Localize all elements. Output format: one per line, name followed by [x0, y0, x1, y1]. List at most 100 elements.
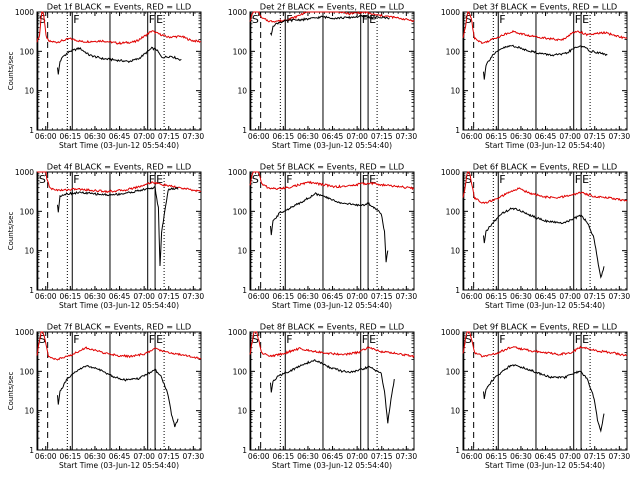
x-tick-label: 06:00 [35, 452, 57, 461]
plot-frame [462, 171, 628, 291]
plot-frame [462, 11, 628, 131]
y-tick-label: 1000 [15, 168, 34, 177]
y-tick-label: 100 [233, 47, 248, 56]
panel-det-8f: Det 8f BLACK = Events, RED = LLD 1 10 100 10… [228, 322, 417, 471]
panel-det-7f: Det 7f BLACK = Events, RED = LLD 1 10 100 10… [7, 322, 204, 471]
time-marker-label: E [582, 333, 589, 346]
y-tick-label: 10 [24, 247, 34, 256]
x-tick-label: 07:00 [133, 132, 155, 141]
events-series-line [270, 192, 389, 263]
x-tick-label: 06:15 [60, 132, 82, 141]
lld-series-line [249, 331, 415, 359]
x-tick-label: 07:30 [183, 452, 205, 461]
time-marker-label: F [362, 173, 368, 186]
x-tick-label: 07:00 [559, 452, 581, 461]
panel-det-1f: Det 1f BLACK = Events, RED = LLD 1 10 100 10… [7, 2, 204, 151]
time-marker-label: E [156, 173, 163, 186]
y-tick-label: 100 [20, 207, 35, 216]
panel-det-3f: Det 3f BLACK = Events, RED = LLD 1 10 100 10… [441, 2, 630, 151]
x-axis-label: Start Time (03-Jun-12 05:54:40) [59, 461, 179, 470]
y-tick-label: 100 [20, 47, 35, 56]
time-marker-label: E [369, 13, 376, 26]
plot-title: Det 7f BLACK = Events, RED = LLD [47, 322, 191, 332]
x-axis-label: Start Time (03-Jun-12 05:54:40) [272, 461, 392, 470]
time-marker-label: E [582, 173, 589, 186]
x-tick-label: 07:30 [183, 292, 205, 301]
events-series-line [57, 46, 182, 75]
time-marker-label: S [465, 173, 472, 186]
time-marker-label: S [252, 333, 259, 346]
x-tick-label: 06:30 [510, 292, 532, 301]
y-tick-label: 1 [242, 446, 247, 455]
panel-det-9f: Det 9f BLACK = Events, RED = LLD 1 10 100 10… [441, 322, 630, 471]
time-marker-label: F [73, 173, 79, 186]
time-marker-label: S [39, 333, 46, 346]
time-marker-label: F [286, 173, 292, 186]
panel-det-2f: Det 2f BLACK = Events, RED = LLD 1 10 100 10… [228, 2, 417, 151]
y-tick-label: 100 [20, 367, 35, 376]
panel-det-5f: Det 5f BLACK = Events, RED = LLD 1 10 100 10… [228, 162, 417, 311]
x-tick-label: 06:45 [535, 132, 557, 141]
y-tick-label: 1000 [441, 328, 460, 337]
lld-series-line [249, 171, 415, 191]
x-tick-label: 06:30 [297, 132, 319, 141]
y-tick-label: 1 [455, 446, 460, 455]
x-tick-label: 06:00 [248, 452, 270, 461]
x-tick-label: 06:15 [486, 452, 508, 461]
x-axis-label: Start Time (03-Jun-12 05:54:40) [272, 301, 392, 310]
x-tick-label: 07:00 [346, 452, 368, 461]
y-tick-label: 100 [233, 367, 248, 376]
time-marker-label: E [369, 333, 376, 346]
time-marker-label: F [499, 333, 505, 346]
x-tick-label: 06:15 [273, 132, 295, 141]
plot-frame [36, 171, 202, 291]
y-tick-label: 10 [450, 247, 460, 256]
time-marker-label: F [149, 173, 155, 186]
y-tick-label: 100 [446, 47, 461, 56]
y-tick-label: 1000 [441, 168, 460, 177]
lld-series-line [462, 11, 628, 45]
time-marker-label: F [499, 13, 505, 26]
time-marker-label: S [252, 13, 259, 26]
time-marker-label: F [73, 333, 79, 346]
x-axis-label: Start Time (03-Jun-12 05:54:40) [272, 141, 392, 150]
plot-frame [249, 331, 415, 451]
x-tick-label: 06:15 [60, 452, 82, 461]
lld-series-line [249, 11, 415, 23]
plot-frame [36, 11, 202, 131]
x-tick-label: 07:00 [559, 132, 581, 141]
x-tick-label: 07:30 [609, 132, 631, 141]
x-tick-label: 07:00 [133, 292, 155, 301]
x-tick-label: 06:45 [322, 452, 344, 461]
x-tick-label: 07:15 [584, 132, 606, 141]
y-tick-label: 100 [233, 207, 248, 216]
x-tick-label: 07:15 [584, 452, 606, 461]
x-axis-label: Start Time (03-Jun-12 05:54:40) [485, 301, 605, 310]
y-tick-label: 1 [455, 126, 460, 135]
x-tick-label: 06:45 [109, 132, 131, 141]
x-axis-label: Start Time (03-Jun-12 05:54:40) [59, 301, 179, 310]
x-tick-label: 07:30 [609, 452, 631, 461]
plot-title: Det 6f BLACK = Events, RED = LLD [473, 162, 617, 172]
y-tick-label: 1000 [441, 8, 460, 17]
y-tick-label: 10 [24, 407, 34, 416]
y-tick-label: 10 [237, 407, 247, 416]
y-tick-label: 1000 [15, 8, 34, 17]
x-tick-label: 06:30 [84, 292, 106, 301]
y-axis-label: Counts/sec [7, 212, 15, 251]
events-series-line [483, 44, 608, 80]
x-tick-label: 06:30 [84, 452, 106, 461]
plot-frame [249, 171, 415, 291]
plot-title: Det 5f BLACK = Events, RED = LLD [260, 162, 404, 172]
y-tick-label: 100 [446, 367, 461, 376]
y-tick-label: 1 [242, 286, 247, 295]
x-tick-label: 06:45 [535, 292, 557, 301]
time-marker-label: F [575, 333, 581, 346]
y-tick-label: 1000 [228, 328, 247, 337]
plot-title: Det 2f BLACK = Events, RED = LLD [260, 2, 404, 12]
x-tick-label: 07:00 [559, 292, 581, 301]
time-marker-label: E [156, 13, 163, 26]
x-axis-label: Start Time (03-Jun-12 05:54:40) [59, 141, 179, 150]
